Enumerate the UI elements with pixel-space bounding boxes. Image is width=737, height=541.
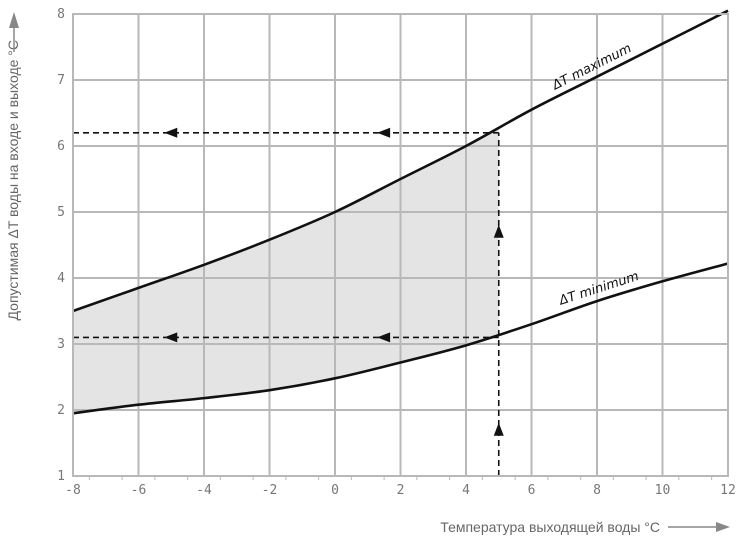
x-tick-label: -2 bbox=[262, 483, 278, 498]
x-tick-label: 6 bbox=[528, 483, 536, 498]
y-axis-arrow-head bbox=[9, 12, 19, 28]
y-tick-label: 2 bbox=[57, 403, 65, 418]
x-axis-title: Температура выходящей воды °C bbox=[440, 519, 660, 535]
arrow-up-lower bbox=[493, 422, 504, 436]
x-tick-label: 0 bbox=[331, 483, 339, 498]
arrow-up-upper bbox=[493, 224, 504, 238]
arrow-left-max-1 bbox=[164, 127, 178, 138]
y-tick-label: 5 bbox=[57, 205, 65, 220]
x-tick-label: 2 bbox=[397, 483, 405, 498]
x-tick-label: -4 bbox=[196, 483, 212, 498]
y-tick-label: 8 bbox=[57, 7, 65, 22]
x-axis-arrow-head bbox=[716, 522, 730, 532]
series-line-max bbox=[72, 9, 729, 313]
series-line-min bbox=[72, 262, 729, 415]
x-tick-label: 4 bbox=[462, 483, 470, 498]
y-tick-label: 4 bbox=[57, 271, 65, 286]
series-label-min: ΔT minimum bbox=[557, 269, 641, 309]
plot-frame bbox=[72, 13, 729, 477]
y-tick-label: 3 bbox=[57, 337, 65, 352]
x-tick-label: -8 bbox=[65, 483, 81, 498]
arrow-left-max-2 bbox=[377, 127, 391, 138]
arrow-left-min-1 bbox=[164, 332, 178, 343]
arrow-left-min-2 bbox=[377, 332, 391, 343]
x-tick-label: 12 bbox=[720, 483, 736, 498]
x-tick-label: -6 bbox=[131, 483, 147, 498]
y-axis-title: Допустимая ΔT воды на входе и выходе °C bbox=[5, 40, 21, 320]
y-tick-label: 7 bbox=[57, 73, 65, 88]
x-tick-label: 10 bbox=[655, 483, 671, 498]
x-tick-label: 8 bbox=[593, 483, 601, 498]
shaded-allowable-region bbox=[73, 127, 499, 414]
y-tick-label: 6 bbox=[57, 139, 65, 154]
series-label-max: ΔT maximum bbox=[549, 41, 634, 94]
y-tick-label: 1 bbox=[57, 469, 65, 484]
